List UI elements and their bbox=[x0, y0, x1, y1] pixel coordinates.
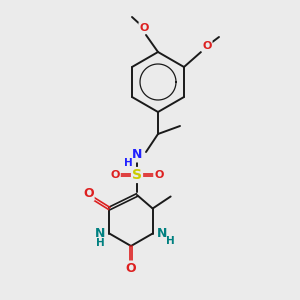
Text: O: O bbox=[110, 170, 120, 180]
Text: O: O bbox=[83, 187, 94, 200]
Text: N: N bbox=[95, 227, 106, 240]
Text: H: H bbox=[96, 238, 105, 248]
Text: N: N bbox=[132, 148, 142, 161]
Text: S: S bbox=[132, 168, 142, 182]
Text: O: O bbox=[154, 170, 164, 180]
Text: H: H bbox=[166, 236, 175, 245]
Text: O: O bbox=[126, 262, 136, 275]
Text: O: O bbox=[202, 41, 212, 51]
Text: O: O bbox=[139, 23, 149, 33]
Text: N: N bbox=[157, 227, 167, 240]
Text: H: H bbox=[124, 158, 132, 168]
